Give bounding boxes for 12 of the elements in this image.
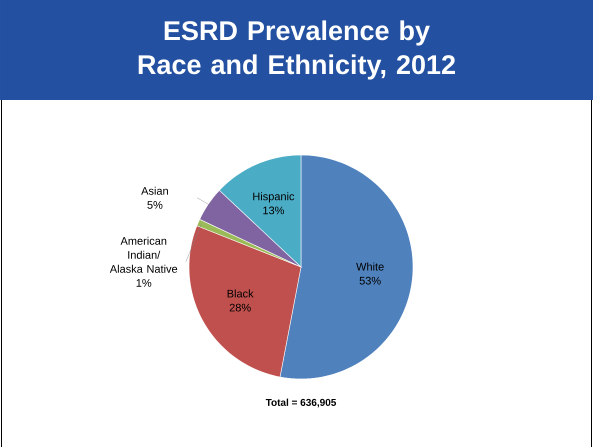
- text: Total = 636,905: [266, 398, 336, 408]
- slice-label: Black: [228, 289, 254, 298]
- data-label: 13%: [263, 206, 284, 214]
- slice-label: Asian: [141, 186, 168, 195]
- slice-label: American Indian/ Alaska Native: [110, 236, 178, 273]
- data-label: 5%: [147, 201, 162, 209]
- chart-title: ESRD Prevalence by Race and Ethnicity, 2012: [138, 20, 455, 80]
- slice-label: White: [356, 262, 384, 271]
- data-label: 53%: [360, 276, 381, 285]
- slice-label: Hispanic: [253, 192, 294, 202]
- data-label: 28%: [230, 304, 251, 312]
- data-label: 1%: [136, 279, 152, 287]
